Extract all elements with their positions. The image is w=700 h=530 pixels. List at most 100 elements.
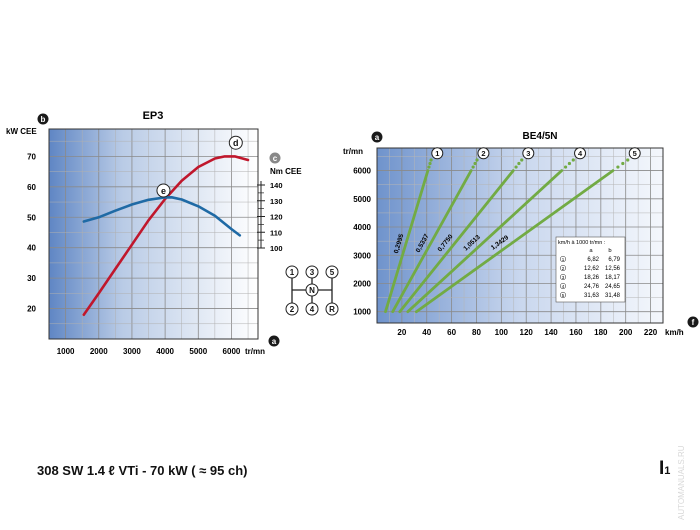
page-number: 1 [664, 465, 671, 477]
be4-x-tick-label: 20 [397, 328, 406, 337]
be4-x-tick-label: 40 [422, 328, 431, 337]
be4-x-axis-label: km/h [665, 328, 684, 337]
be4-y-tick-label: 2000 [353, 279, 371, 288]
be4-gear-overrun-dot-2 [475, 158, 479, 162]
page-letter: I [659, 458, 665, 479]
speed-table-cell-b: 24,65 [605, 284, 621, 290]
be4-gear-overrun-dot-1 [429, 158, 433, 162]
be4-gear-marker-4-circle [574, 147, 587, 160]
be4-y-axis-marker-letter: a [375, 133, 380, 142]
ep3-y2-tick-label: 120 [270, 213, 283, 222]
be4-gear-overrun-dot-3 [517, 161, 521, 166]
speed-table-header-b: b [608, 248, 611, 254]
gear-position-2-circle [285, 302, 299, 316]
be4-gear-marker-5-circle [628, 147, 641, 160]
ep3-x-tick-label: 4000 [156, 347, 174, 356]
gear-position-5-circle [325, 265, 339, 279]
ep3-x-axis-marker-letter: a [272, 337, 277, 346]
speed-table-gear-circle [559, 255, 567, 263]
be4-gear-marker-1-label: 1 [435, 149, 439, 158]
ep3-y2-tick-label: 130 [270, 197, 283, 206]
be4-x-tick-label: 120 [520, 328, 534, 337]
gear-position-3-circle [305, 265, 319, 279]
ep3-title: EP3 [143, 110, 164, 122]
speed-table-box [555, 236, 626, 303]
gear-position-4-circle [305, 302, 319, 316]
be4-x-tick-label: 80 [472, 328, 481, 337]
be4-gear-overrun-dot-4 [567, 161, 572, 166]
be4-gear-line-3 [398, 169, 515, 314]
ep3-y2-tick-label: 100 [270, 244, 283, 253]
be4-gear-overrun-dot-1 [428, 161, 432, 166]
speed-table-gear-label: 3 [562, 275, 565, 280]
gear-position-R-label: R [329, 305, 335, 314]
ep3-curve-marker-e-label: e [161, 186, 166, 196]
be4-gear-marker-5-label: 5 [633, 149, 637, 158]
gear-position-1-circle [285, 265, 299, 279]
be4-x-tick-label: 220 [644, 328, 658, 337]
be4-gear-marker-2-label: 2 [481, 149, 485, 158]
ep3-x-tick-label: 2000 [90, 347, 108, 356]
be4-x-tick-label: 140 [544, 328, 558, 337]
gear-position-3-label: 3 [310, 268, 315, 277]
ep3-x-axis-label: tr/mn [245, 347, 265, 356]
be4-x-tick-label: 60 [447, 328, 456, 337]
ep3-x-tick-label: 6000 [223, 347, 241, 356]
ep3-series-d-line [82, 155, 250, 316]
be4-y-tick-label: 5000 [353, 195, 371, 204]
gear-position-5-label: 5 [330, 268, 335, 277]
speed-table-title: km/h à 1000 tr/mn : [558, 240, 606, 246]
ep3-y-tick-label: 70 [27, 152, 36, 161]
ep3-x-tick-label: 5000 [189, 347, 207, 356]
speed-table-gear-label: 5 [562, 293, 565, 298]
gear-position-R-circle [325, 302, 339, 316]
speed-table-gear-label: 1 [562, 257, 565, 262]
be4-gear-overrun-dot-3 [520, 158, 524, 162]
speed-table-cell-b: 6,79 [608, 257, 620, 263]
be4-gear-overrun-dot-5 [621, 161, 625, 166]
svg-text:AUTOMANUALS.RU: AUTOMANUALS.RU [677, 445, 686, 520]
speed-table-cell-a: 24,76 [584, 284, 600, 290]
speed-table-gear-circle [559, 282, 567, 290]
be4-y-tick-label: 6000 [353, 167, 371, 176]
be4-gear-marker-1-circle [431, 147, 444, 160]
gear-position-1-label: 1 [290, 268, 295, 277]
ep3-y-tick-label: 20 [27, 305, 36, 314]
ep3-y-tick-label: 50 [27, 213, 36, 222]
ep3-y-tick-label: 60 [27, 183, 36, 192]
ep3-y2-tick-label: 140 [270, 181, 283, 190]
be4-gear-marker-3-circle [522, 147, 535, 160]
gear-position-4-label: 4 [310, 305, 315, 314]
be4-gear-line-1 [384, 169, 430, 314]
speed-table-cell-b: 18,17 [605, 275, 621, 281]
be4-y-tick-label: 1000 [353, 308, 371, 317]
speed-table-cell-a: 12,62 [584, 266, 600, 272]
be4-gear-overrun-dot-5 [616, 165, 620, 169]
be4-gear-overrun-dot-5 [626, 158, 630, 162]
speed-table-cell-a: 6,82 [587, 257, 599, 263]
be4-y-tick-label: 3000 [353, 251, 371, 260]
watermark-logo: AUTOMANUALS.RU [677, 445, 686, 520]
be4-gear-overrun-dot-2 [473, 161, 477, 166]
ep3-y-axis-marker-letter: b [41, 115, 46, 124]
page-reference: I1 [659, 458, 670, 480]
speed-table-header-a: a [589, 248, 593, 254]
be4-x-tick-label: 160 [569, 328, 583, 337]
be4-x-axis-marker-letter: f [692, 318, 695, 327]
be4-x-tick-label: 100 [495, 328, 509, 337]
speed-table-gear-label: 2 [562, 266, 565, 271]
ep3-y2-axis-marker-letter: c [273, 154, 278, 163]
be4-y-tick-label: 4000 [353, 223, 371, 232]
be4-plot-frame [376, 147, 664, 324]
be4-x-axis-marker-circle [687, 316, 699, 328]
speed-table-cell-a: 18,26 [584, 275, 600, 281]
ep3-x-tick-label: 3000 [123, 347, 141, 356]
gear-position-neutral-label: N [309, 286, 315, 295]
engine-title: 308 SW 1.4 ℓ VTi - 70 kW ( ≈ 95 ch) [37, 463, 248, 478]
be4-y-axis-label: tr/mn [343, 147, 363, 156]
be4-gear-marker-4-label: 4 [578, 149, 583, 158]
be4-gear-marker-3-label: 3 [526, 149, 530, 158]
gear-position-2-label: 2 [290, 305, 295, 314]
